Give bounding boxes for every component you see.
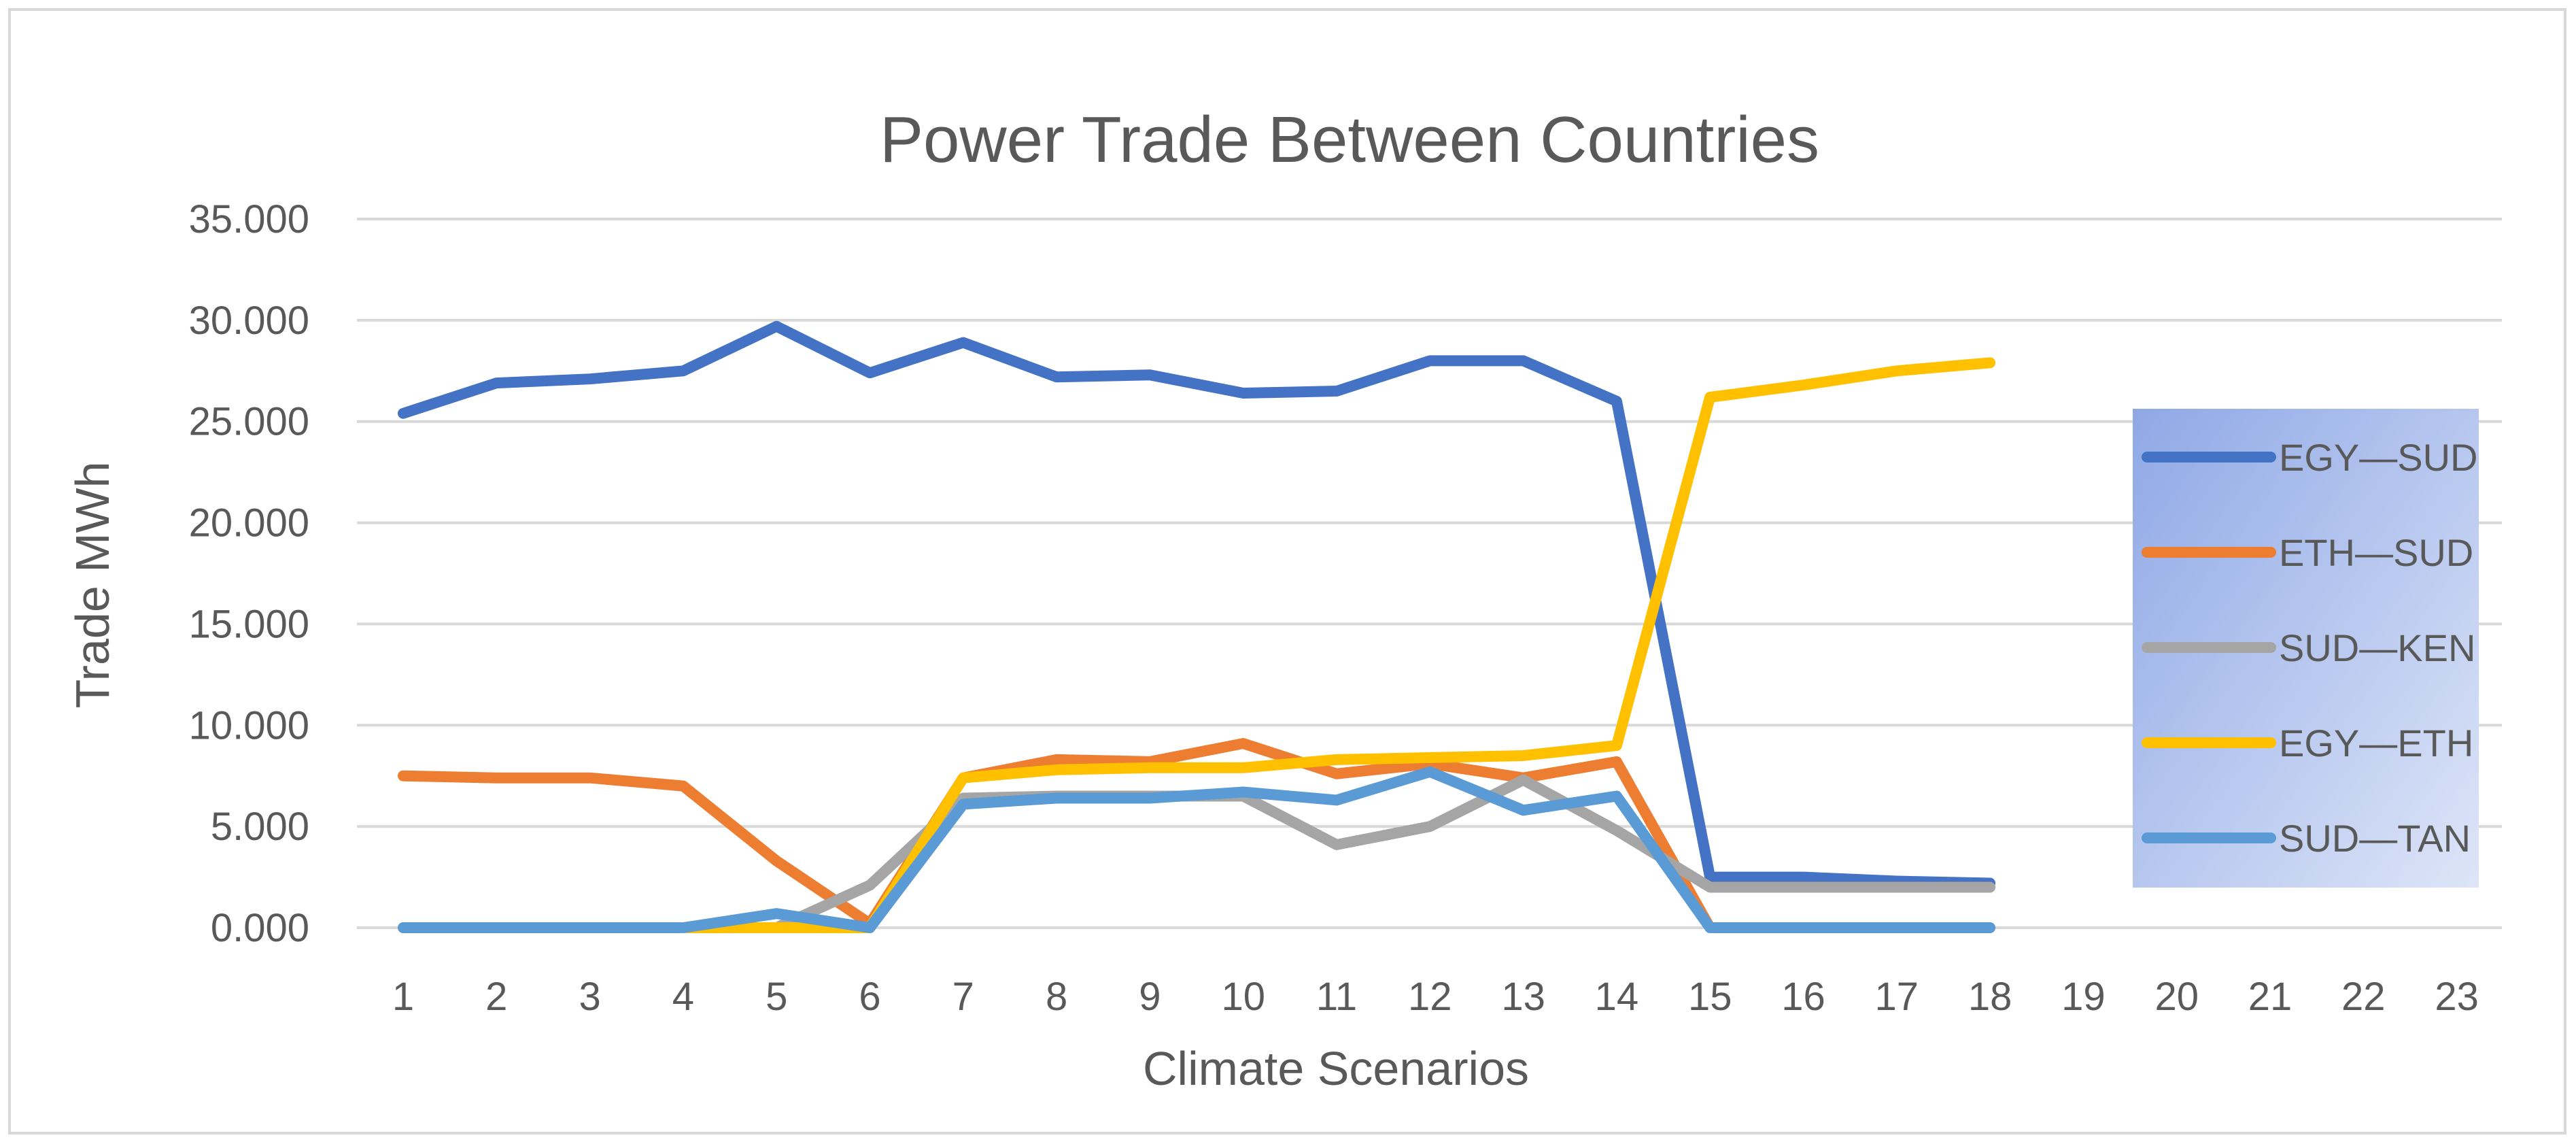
series-line xyxy=(398,766,1996,933)
x-tick-label: 5 xyxy=(766,975,787,1019)
x-axis-label: Climate Scenarios xyxy=(1143,1042,1529,1095)
x-tick-label: 23 xyxy=(2435,975,2479,1019)
x-tick-label: 14 xyxy=(1595,975,1639,1019)
series-line xyxy=(398,320,1996,889)
x-tick-label: 12 xyxy=(1408,975,1452,1019)
x-tick-label: 13 xyxy=(1501,975,1545,1019)
x-tick-label: 9 xyxy=(1139,975,1161,1019)
y-tick-label: 25.000 xyxy=(189,400,309,444)
y-tick-label: 15.000 xyxy=(189,602,309,646)
x-tick-label: 10 xyxy=(1221,975,1265,1019)
x-tick-label: 22 xyxy=(2341,975,2386,1019)
y-tick-label: 30.000 xyxy=(189,299,309,343)
x-tick-label: 3 xyxy=(579,975,600,1019)
legend-label: SUD—TAN xyxy=(2279,817,2471,860)
legend-items: EGY—SUD ETH—SUD SUD—KEN EGY—ETH SUD—TAN xyxy=(2142,436,2478,860)
y-tick-label: 10.000 xyxy=(189,703,309,747)
y-axis-label: Trade MWh xyxy=(66,461,119,708)
legend: EGY—SUD ETH—SUD SUD—KEN EGY—ETH SUD—TAN xyxy=(2133,409,2479,888)
chart-title: Power Trade Between Countries xyxy=(880,103,1819,176)
series-line xyxy=(398,357,1996,933)
y-tick-labels: 0.000 5.000 10.000 15.000 20.000 25.000 30.000… xyxy=(189,197,309,950)
legend-label: SUD—KEN xyxy=(2279,626,2475,669)
x-tick-label: 6 xyxy=(859,975,880,1019)
y-tick-label: 35.000 xyxy=(189,197,309,241)
series-lines xyxy=(398,320,1996,933)
x-tick-label: 18 xyxy=(1968,975,2012,1019)
legend-label: EGY—SUD xyxy=(2279,436,2478,479)
x-tick-label: 17 xyxy=(1875,975,1919,1019)
y-tick-label: 5.000 xyxy=(211,805,309,849)
x-tick-label: 8 xyxy=(1046,975,1067,1019)
x-tick-label: 7 xyxy=(952,975,974,1019)
x-tick-label: 1 xyxy=(392,975,414,1019)
x-tick-label: 2 xyxy=(485,975,507,1019)
x-tick-label: 11 xyxy=(1316,975,1357,1019)
legend-label: ETH—SUD xyxy=(2279,531,2473,574)
x-tick-label: 19 xyxy=(2061,975,2106,1019)
x-tick-label: 16 xyxy=(1781,975,1825,1019)
x-tick-label: 21 xyxy=(2248,975,2292,1019)
legend-label: EGY—ETH xyxy=(2279,722,2473,764)
series-line xyxy=(398,774,1996,933)
x-tick-label: 15 xyxy=(1688,975,1732,1019)
x-tick-label: 20 xyxy=(2154,975,2199,1019)
x-tick-labels: 1 2 3 4 5 6 7 8 9 10 11 12 13 14 15 16 17 18 19 20 21 22 23 xyxy=(392,975,2479,1019)
y-tick-label: 0.000 xyxy=(211,906,309,950)
y-tick-label: 20.000 xyxy=(189,501,309,545)
x-tick-label: 4 xyxy=(672,975,694,1019)
